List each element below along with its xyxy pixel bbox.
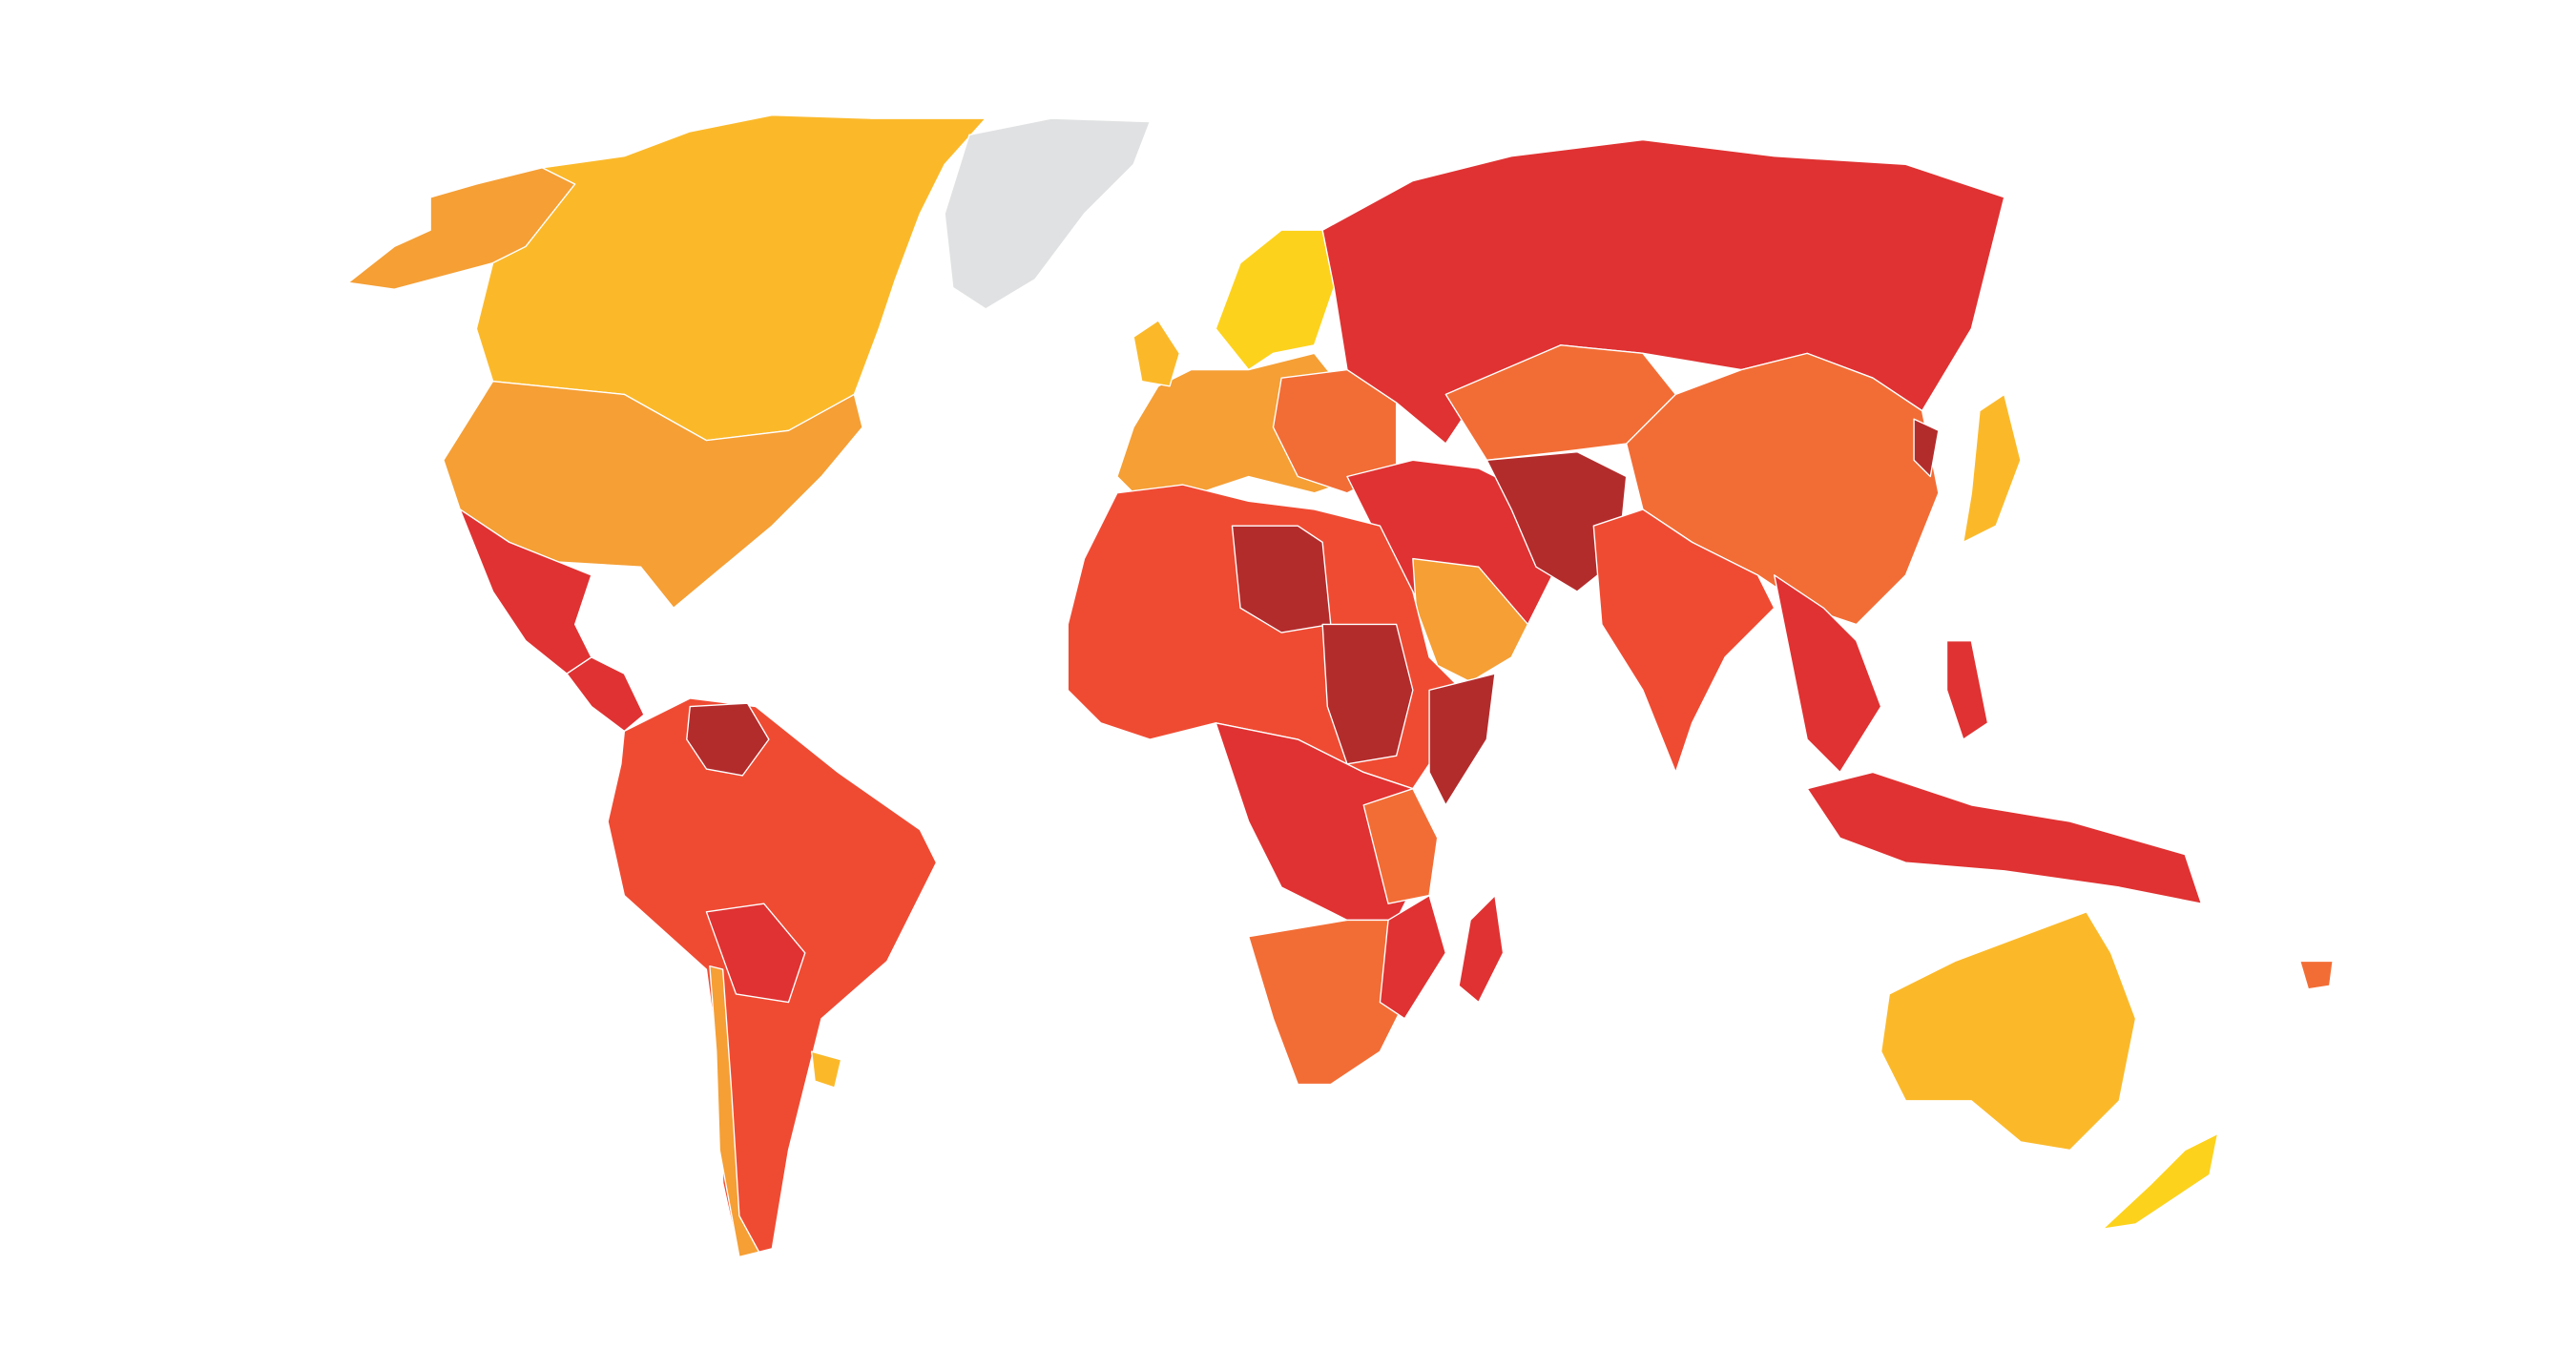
philippines bbox=[1945, 640, 1989, 740]
southern-africa bbox=[1247, 919, 1414, 1086]
venezuela bbox=[686, 702, 770, 777]
scandinavia bbox=[1215, 229, 1335, 371]
indonesia bbox=[1806, 771, 2203, 904]
greenland bbox=[944, 117, 1152, 310]
east-africa bbox=[1362, 787, 1439, 904]
new-zealand bbox=[2102, 1132, 2219, 1230]
pacific-islands bbox=[2299, 960, 2334, 990]
uruguay bbox=[810, 1050, 842, 1089]
mexico bbox=[459, 508, 592, 674]
india bbox=[1592, 508, 1776, 774]
canada bbox=[475, 114, 987, 442]
chile bbox=[709, 965, 760, 1258]
southeast-asia bbox=[1774, 574, 1882, 774]
horn-of-africa bbox=[1428, 673, 1496, 806]
central-america bbox=[566, 656, 645, 733]
japan bbox=[1963, 393, 2022, 544]
korea bbox=[1913, 418, 1940, 478]
bolivia bbox=[705, 903, 806, 1004]
australia bbox=[1880, 911, 2137, 1152]
uk-ireland bbox=[1132, 320, 1181, 387]
madagascar bbox=[1458, 894, 1505, 1004]
sudan bbox=[1321, 623, 1414, 765]
mozambique bbox=[1379, 894, 1446, 1020]
